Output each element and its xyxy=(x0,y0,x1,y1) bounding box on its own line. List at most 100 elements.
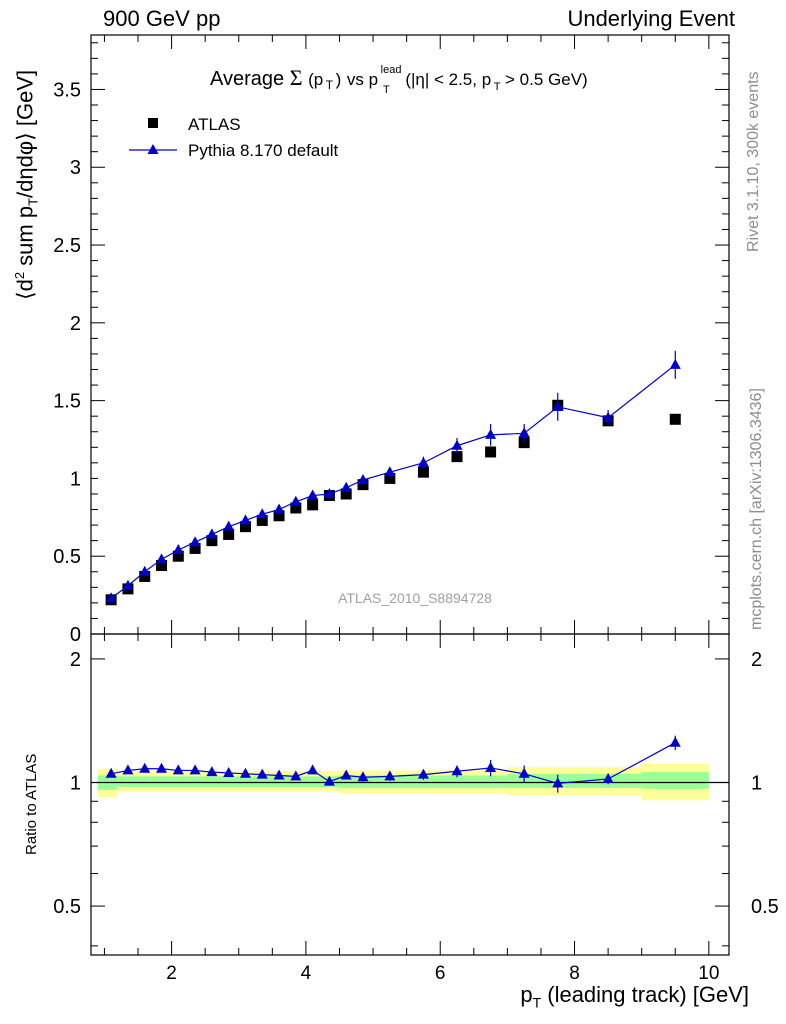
pythia-data-point xyxy=(451,439,463,450)
main-plot-frame xyxy=(90,34,730,635)
legend-label-pythia: Pythia 8.170 default xyxy=(188,141,339,160)
y-tick-label: 0 xyxy=(70,624,81,646)
ratio-data-point xyxy=(105,767,117,778)
atlas-data-point xyxy=(451,451,463,463)
ratio-band-inner xyxy=(117,776,340,788)
ratio-data-point xyxy=(156,762,168,773)
legend-marker-pythia xyxy=(147,144,159,154)
main-ylabel: ⟨d2 sum pT/dηdφ⟩ [GeV] xyxy=(12,69,41,300)
ratio-data-point xyxy=(307,764,319,775)
atlas-data-point xyxy=(290,502,302,514)
header-right: Underlying Event xyxy=(567,6,735,31)
ratio-data-point xyxy=(384,770,396,781)
pythia-data-point xyxy=(239,514,251,525)
ratio-y-tick-label: 0.5 xyxy=(53,896,81,918)
ratio-band-inner xyxy=(339,775,508,788)
ratio-data-point xyxy=(340,769,352,780)
ratio-plot-layer: 2 4 6 8 10 0.5 0.5 1 1 2 2 xyxy=(53,633,779,984)
ratio-data-point xyxy=(552,777,564,788)
pythia-data-point xyxy=(206,528,218,539)
main-title: Average Σ (p T ) vs p lead T (|η| < 2.5,… xyxy=(210,56,588,98)
pythia-data-point xyxy=(172,543,184,554)
pythia-data-point xyxy=(256,508,268,519)
pythia-data-point xyxy=(417,456,429,467)
x-tick-label: 6 xyxy=(435,963,446,984)
legend-label-atlas: ATLAS xyxy=(188,115,241,134)
pythia-data-point xyxy=(273,503,285,514)
pythia-data-point xyxy=(105,592,117,603)
analysis-watermark: ATLAS_2010_S8894728 xyxy=(338,590,492,606)
atlas-data-point xyxy=(340,488,352,500)
pythia-data-point xyxy=(307,489,319,500)
atlas-data-point xyxy=(307,499,319,511)
ratio-data-point xyxy=(189,764,201,775)
y-tick-label: 1.5 xyxy=(53,391,81,413)
pythia-data-point xyxy=(669,358,681,369)
ratio-band-inner xyxy=(641,772,709,789)
pythia-data-point xyxy=(139,565,151,576)
ratio-data-point xyxy=(485,761,497,772)
x-axis-label: pT (leading track) [GeV] xyxy=(520,982,749,1011)
pythia-data-point xyxy=(518,427,530,438)
x-tick-label: 4 xyxy=(301,963,312,984)
pythia-data-point xyxy=(552,400,564,411)
pythia-data-point xyxy=(156,553,168,564)
mcplots-label: mcplots.cern.ch [arXiv:1306.3436] xyxy=(748,388,765,630)
ratio-data-point xyxy=(357,771,369,782)
ratio-data-point xyxy=(122,764,134,775)
ratio-plot-frame xyxy=(90,633,730,956)
pythia-data-point xyxy=(223,520,235,531)
ratio-data-point xyxy=(669,736,681,747)
ratio-data-point xyxy=(256,768,268,779)
ratio-data-point xyxy=(602,772,614,783)
atlas-data-point xyxy=(223,528,235,540)
atlas-data-point xyxy=(189,542,201,554)
rivet-label: Rivet 3.1.10, 300k events xyxy=(745,71,762,252)
ratio-y-tick-label-right: 0.5 xyxy=(751,896,779,918)
ratio-y-tick-label-right: 2 xyxy=(751,649,762,671)
atlas-data-point xyxy=(669,413,681,425)
x-tick-label: 8 xyxy=(569,963,580,984)
ratio-y-tick-label: 2 xyxy=(70,649,81,671)
ratio-data-point xyxy=(323,775,335,786)
ratio-y-tick-label: 1 xyxy=(70,772,81,794)
atlas-data-point xyxy=(485,446,497,458)
y-tick-label: 1 xyxy=(70,468,81,490)
atlas-data-point xyxy=(172,550,184,562)
atlas-data-point xyxy=(417,466,429,478)
pythia-data-point xyxy=(122,579,134,590)
ratio-data-point xyxy=(518,767,530,778)
ratio-data-point xyxy=(290,770,302,781)
atlas-data-point xyxy=(139,570,151,582)
ratio-data-point xyxy=(223,766,235,777)
atlas-data-point xyxy=(273,510,285,522)
y-tick-label: 3 xyxy=(70,157,81,179)
pythia-data-point xyxy=(189,536,201,547)
pythia-data-point xyxy=(340,481,352,492)
y-tick-label: 2 xyxy=(70,313,81,335)
ratio-data-point xyxy=(172,764,184,775)
y-tick-label: 0.5 xyxy=(53,546,81,568)
atlas-data-point xyxy=(206,535,218,547)
atlas-data-point xyxy=(156,560,168,572)
ratio-data-point xyxy=(206,766,218,777)
pythia-data-point xyxy=(485,428,497,439)
x-tick-label: 10 xyxy=(698,963,719,984)
legend: ATLAS Pythia 8.170 default xyxy=(129,115,339,160)
y-tick-label: 3.5 xyxy=(53,79,81,101)
pythia-data-point xyxy=(357,473,369,484)
atlas-data-point xyxy=(256,514,268,526)
y-tick-label: 2.5 xyxy=(53,235,81,257)
ratio-data-point xyxy=(139,762,151,773)
ratio-data-point xyxy=(239,767,251,778)
ratio-data-point xyxy=(417,768,429,779)
atlas-data-point xyxy=(239,521,251,533)
ratio-data-point xyxy=(273,769,285,780)
x-tick-label: 2 xyxy=(166,963,177,984)
ratio-y-tick-label-right: 1 xyxy=(751,772,762,794)
pythia-data-point xyxy=(384,466,396,477)
pythia-data-point xyxy=(323,487,335,498)
pythia-data-point xyxy=(290,495,302,506)
pythia-data-point xyxy=(602,411,614,422)
